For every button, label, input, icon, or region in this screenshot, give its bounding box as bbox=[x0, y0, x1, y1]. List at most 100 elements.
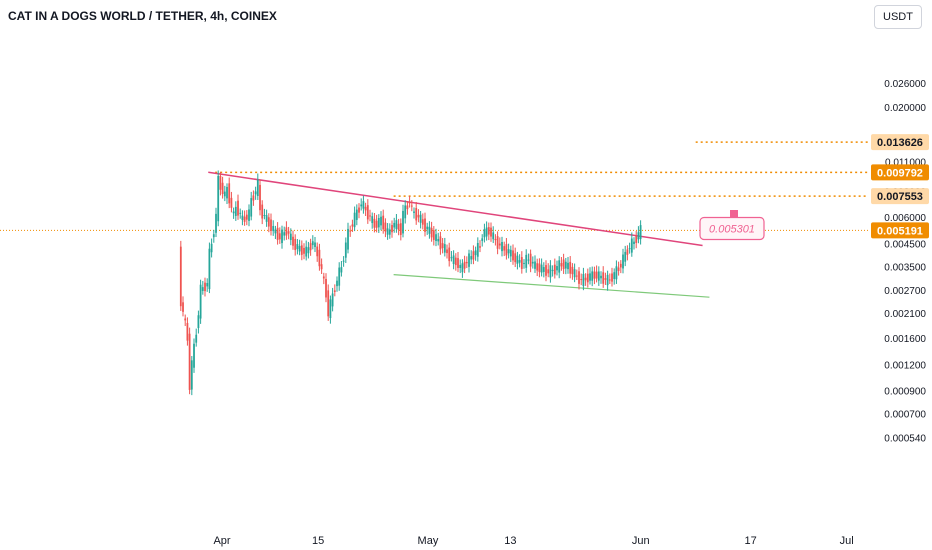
candle-body bbox=[597, 271, 600, 281]
candle bbox=[395, 214, 398, 233]
candle-body bbox=[461, 263, 464, 273]
candle-body bbox=[534, 261, 536, 269]
target-annotation[interactable]: 0.005301 bbox=[699, 210, 765, 241]
candle bbox=[298, 239, 301, 256]
candle-body bbox=[199, 284, 202, 319]
candle-body bbox=[366, 205, 369, 220]
candle-body bbox=[391, 225, 393, 233]
candle-body bbox=[479, 246, 481, 248]
candle-body bbox=[208, 248, 211, 290]
candle-body bbox=[318, 249, 321, 267]
candle bbox=[551, 265, 554, 277]
candle-body bbox=[520, 257, 523, 269]
candle bbox=[206, 278, 209, 292]
candle bbox=[457, 251, 459, 273]
candle bbox=[536, 258, 539, 277]
time-axis[interactable]: Apr 15 May 13 Jun 17 Jul bbox=[213, 535, 853, 547]
candle bbox=[529, 249, 532, 273]
candle bbox=[197, 310, 200, 334]
y-tick-label: 0.001200 bbox=[884, 360, 926, 371]
candle bbox=[296, 239, 299, 255]
x-tick-label: Apr bbox=[213, 535, 230, 547]
candle-body bbox=[443, 244, 446, 253]
candle-body bbox=[399, 223, 402, 235]
candle-body bbox=[322, 276, 325, 279]
candle bbox=[435, 228, 437, 247]
candle-body bbox=[503, 246, 506, 251]
candle bbox=[630, 232, 633, 257]
candle-body bbox=[261, 204, 264, 219]
candle bbox=[619, 260, 622, 274]
candle-body bbox=[230, 197, 233, 208]
candle-body bbox=[362, 201, 365, 209]
candle bbox=[336, 276, 338, 292]
x-tick-label: 15 bbox=[312, 535, 324, 547]
candle bbox=[294, 234, 297, 256]
candle bbox=[223, 185, 226, 202]
candle bbox=[245, 210, 248, 226]
candle-body bbox=[215, 213, 217, 233]
candle-body bbox=[459, 264, 462, 268]
candle bbox=[472, 245, 475, 265]
candle bbox=[256, 173, 259, 200]
candle bbox=[329, 295, 332, 324]
candle bbox=[571, 263, 574, 280]
candle bbox=[221, 176, 224, 199]
support-trendline bbox=[393, 274, 710, 298]
candle bbox=[597, 266, 600, 286]
candle-body bbox=[186, 322, 189, 341]
candle-body bbox=[611, 273, 613, 282]
price-level-tag-label: 0.005191 bbox=[877, 225, 923, 237]
candle bbox=[399, 218, 402, 241]
currency-button[interactable]: USDT bbox=[874, 5, 922, 29]
candle-body bbox=[309, 243, 312, 251]
candle-body bbox=[450, 257, 453, 259]
candle bbox=[281, 225, 283, 249]
candle-body bbox=[487, 227, 490, 235]
candle bbox=[487, 222, 490, 241]
candle-body bbox=[560, 263, 563, 267]
candle-body bbox=[316, 246, 319, 257]
candle-body bbox=[608, 279, 611, 281]
candle bbox=[215, 207, 217, 238]
candle bbox=[582, 267, 585, 291]
candle-body bbox=[338, 267, 341, 286]
candle bbox=[626, 245, 629, 261]
candle-body bbox=[558, 260, 561, 273]
candle bbox=[415, 201, 418, 225]
candle-body bbox=[243, 216, 246, 222]
candle bbox=[615, 260, 618, 284]
candle bbox=[534, 255, 536, 273]
candle-body bbox=[190, 360, 193, 390]
candle bbox=[426, 222, 429, 235]
price-axis[interactable]: 0.0260000.0200000.0110000.0080000.006000… bbox=[884, 79, 926, 444]
candle bbox=[637, 226, 640, 244]
candle bbox=[384, 218, 387, 238]
candle-body bbox=[347, 228, 349, 250]
candle bbox=[494, 234, 497, 246]
symbol-title: CAT IN A DOGS WORLD / TETHER, 4h, COINEX bbox=[8, 9, 277, 23]
candle-body bbox=[446, 249, 448, 254]
x-tick-label: Jun bbox=[632, 535, 650, 547]
candle bbox=[342, 256, 345, 267]
candle bbox=[276, 222, 279, 245]
candle bbox=[364, 202, 367, 217]
candle bbox=[303, 243, 305, 260]
candle bbox=[287, 226, 290, 240]
candle-body bbox=[595, 271, 598, 279]
candle bbox=[347, 222, 349, 254]
candle-body bbox=[408, 202, 411, 204]
candle bbox=[538, 258, 541, 278]
candle bbox=[355, 204, 358, 226]
candle-body bbox=[245, 214, 248, 220]
candle bbox=[410, 200, 413, 212]
candle-body bbox=[553, 264, 556, 275]
resistance-trendline bbox=[208, 171, 703, 247]
candle-body bbox=[448, 247, 451, 262]
candle bbox=[428, 221, 431, 239]
candle-body bbox=[270, 219, 272, 231]
candle-body bbox=[492, 232, 495, 240]
candle-body bbox=[494, 239, 497, 241]
candle bbox=[406, 201, 409, 215]
